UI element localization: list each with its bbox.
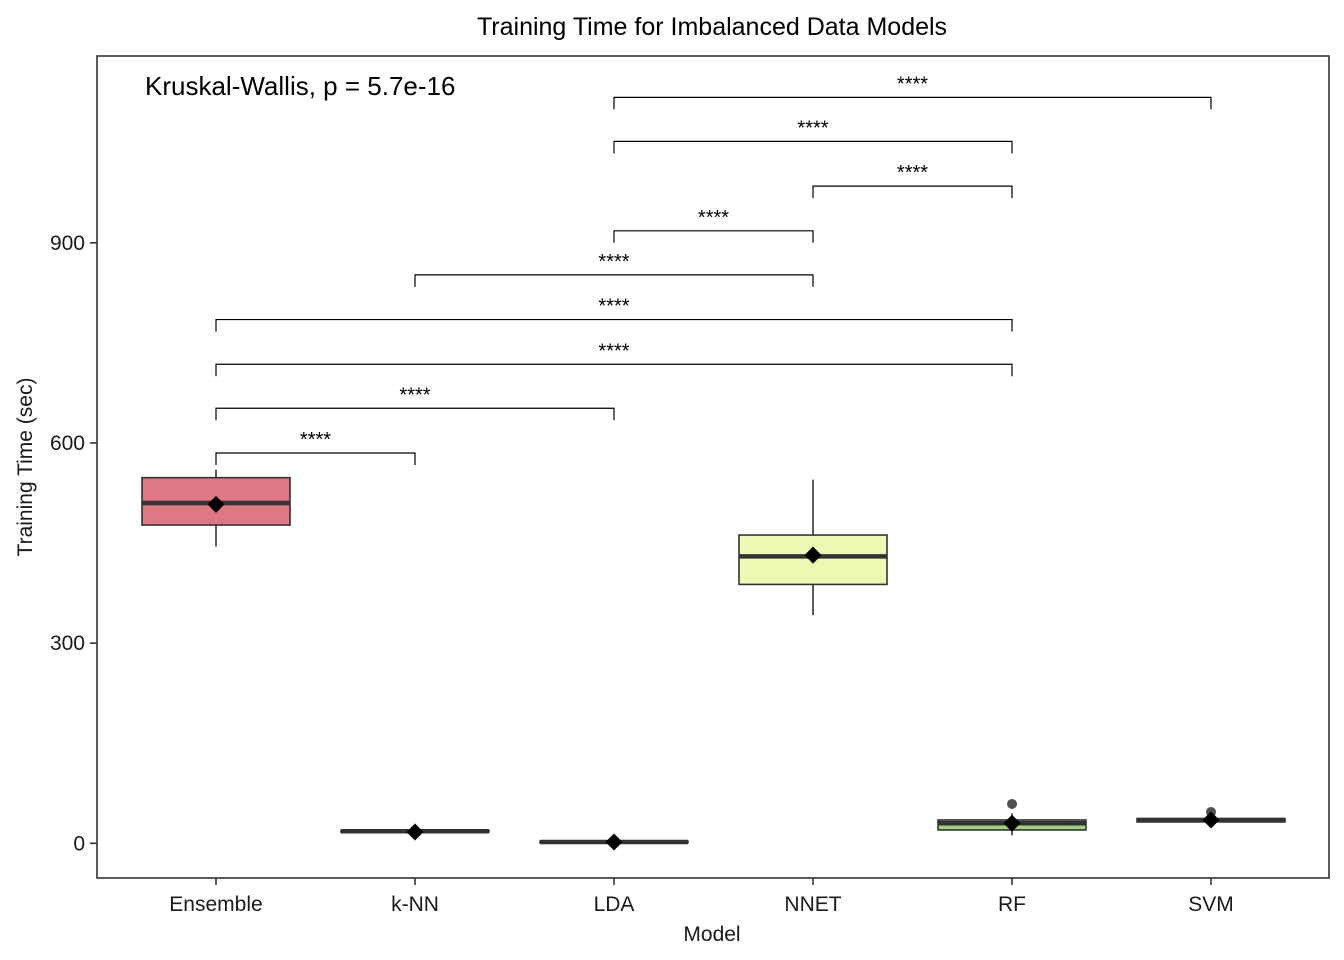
y-axis-title: Training Time (sec) [14, 378, 37, 557]
significance-label-1: **** [300, 429, 331, 451]
significance-bracket-8 [613, 140, 1013, 154]
significance-label-8: **** [797, 117, 828, 139]
significance-label-9: **** [897, 73, 928, 95]
significance-label-5: **** [598, 251, 629, 273]
y-tick-label-0: 0 [73, 832, 85, 855]
mean-marker-ensemble [207, 495, 225, 513]
significance-bracket-7 [812, 185, 1013, 199]
significance-bracket-6 [613, 230, 814, 243]
significance-label-6: **** [698, 207, 729, 229]
x-axis-title: Model [683, 923, 740, 946]
mean-marker-k-nn [406, 823, 424, 841]
chart-marks: 0 300 600 900 Ensemble k-NN LDA NNET RF SVM **** **… [50, 73, 1286, 916]
mean-marker-svm [1202, 811, 1220, 829]
significance-label-2: **** [399, 384, 430, 406]
mean-marker-rf [1003, 814, 1021, 832]
significance-bracket-3 [215, 363, 1013, 377]
significance-label-7: **** [897, 162, 928, 184]
x-tick-label-svm: SVM [1188, 893, 1234, 916]
significance-bracket-5 [414, 274, 814, 287]
significance-label-4: **** [598, 296, 629, 318]
y-tick-label-600: 600 [50, 432, 85, 455]
y-tick-label-900: 900 [50, 232, 85, 255]
outlier-point-rf-0 [1007, 798, 1017, 809]
x-tick-label-nnet: NNET [784, 893, 841, 916]
significance-bracket-2 [215, 407, 615, 421]
chart-title: Training Time for Imbalanced Data Models [477, 13, 947, 41]
significance-bracket-1 [215, 452, 416, 465]
kruskal-wallis-label: Kruskal-Wallis, p = 5.7e-16 [145, 71, 455, 101]
significance-bracket-4 [215, 318, 1013, 332]
x-tick-label-ensemble: Ensemble [169, 893, 262, 916]
significance-bracket-9 [613, 96, 1212, 110]
plot-panel [96, 55, 1330, 879]
x-tick-label-lda: LDA [594, 893, 635, 916]
y-tick-label-300: 300 [50, 632, 85, 655]
mean-marker-nnet [804, 546, 822, 564]
x-tick-label-rf: RF [998, 893, 1026, 916]
mean-marker-lda [605, 833, 623, 851]
x-tick-label-k-nn: k-NN [391, 893, 439, 916]
significance-label-3: **** [598, 340, 629, 362]
